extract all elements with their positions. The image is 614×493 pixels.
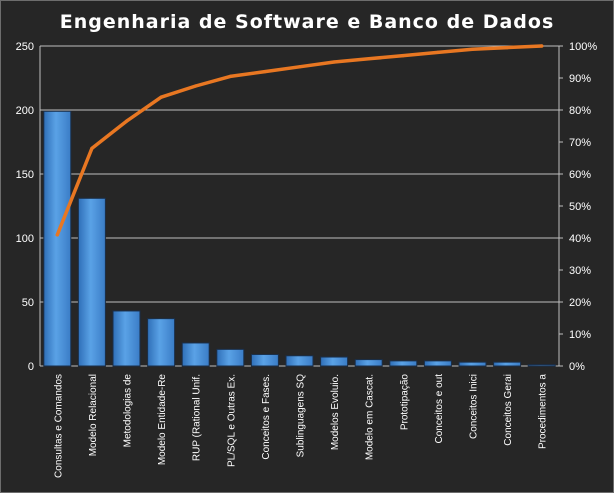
category-label: Modelo Relacional: [88, 374, 99, 456]
right-tick-label: 20%: [569, 297, 591, 309]
right-tick-label: 40%: [569, 233, 591, 245]
bar: [77, 197, 106, 367]
right-tick-label: 10%: [569, 329, 591, 341]
category-label: Conceitos e out: [434, 374, 445, 444]
category-label: Modelo Entidade-Re: [157, 374, 168, 466]
right-tick-label: 70%: [569, 137, 591, 149]
right-tick-label: 100%: [569, 41, 597, 53]
line-point: [159, 95, 163, 99]
right-tick-label: 0%: [569, 361, 585, 373]
bar: [285, 355, 314, 367]
category-label: Sublinguagens SQ: [296, 374, 307, 458]
line-point: [470, 47, 475, 51]
bar: [458, 361, 487, 367]
category-label: Metodologias de: [123, 374, 134, 448]
category-label: Procedimentos a: [538, 374, 549, 449]
line-point: [401, 54, 405, 58]
left-axis: 0 50 100 150 200 250: [16, 41, 41, 373]
category-label: Modelo em Cascat.: [365, 374, 376, 460]
left-tick-label: 50: [22, 297, 34, 309]
line-point: [505, 46, 509, 50]
line-point: [540, 44, 544, 48]
left-tick-label: 100: [16, 233, 34, 245]
line-point: [297, 65, 302, 69]
left-tick-label: 200: [16, 105, 34, 117]
bar: [389, 360, 418, 367]
line-point: [90, 146, 94, 150]
left-tick-label: 150: [16, 169, 34, 181]
line-point: [55, 233, 59, 237]
line-point: [436, 50, 440, 55]
category-label: Conceitos e Fases.: [261, 374, 272, 460]
bar: [250, 353, 279, 367]
right-tick-label: 30%: [569, 265, 591, 277]
bar: [216, 348, 245, 367]
left-tick-label: 0: [28, 361, 34, 373]
category-labels: Consultas e Comandos Modelo Relacional Met…: [53, 374, 548, 478]
bars: [43, 110, 556, 367]
line-point: [367, 57, 371, 61]
cumulative-percent-line: [55, 44, 544, 237]
chart-title: Engenharia de Software e Banco de Dados: [60, 11, 555, 33]
category-label: Prototipação: [399, 374, 410, 431]
line-point: [263, 70, 267, 74]
right-tick-label: 80%: [569, 105, 591, 117]
bar: [43, 110, 72, 367]
category-label: PL/SQL e Outras Ex.: [226, 374, 237, 467]
category-label: Conceitos Gerai: [503, 374, 514, 446]
bar: [527, 364, 556, 367]
category-label: Modelos Evoluio.: [330, 374, 341, 450]
bar: [423, 360, 452, 367]
bar: [181, 342, 210, 367]
bar: [112, 310, 141, 367]
category-label: Conceitos Inici: [469, 374, 480, 439]
bar: [354, 359, 383, 367]
bar: [493, 361, 522, 367]
right-axis: 0% 10% 20% 30% 40% 50% 60% 70% 80% 90% 100%: [558, 41, 597, 373]
line-point: [228, 74, 232, 78]
category-label: Consultas e Comandos: [53, 374, 64, 478]
line-point: [124, 119, 129, 123]
right-tick-label: 60%: [569, 169, 591, 181]
bar: [320, 356, 349, 367]
right-tick-label: 50%: [569, 201, 591, 213]
category-label: RUP (Rational Unif.: [192, 374, 203, 461]
left-tick-label: 250: [16, 41, 34, 53]
bar: [147, 318, 176, 367]
right-tick-label: 90%: [569, 73, 591, 85]
cumulative-line: [55, 44, 544, 237]
line-point: [194, 84, 198, 88]
line-point: [332, 60, 336, 64]
